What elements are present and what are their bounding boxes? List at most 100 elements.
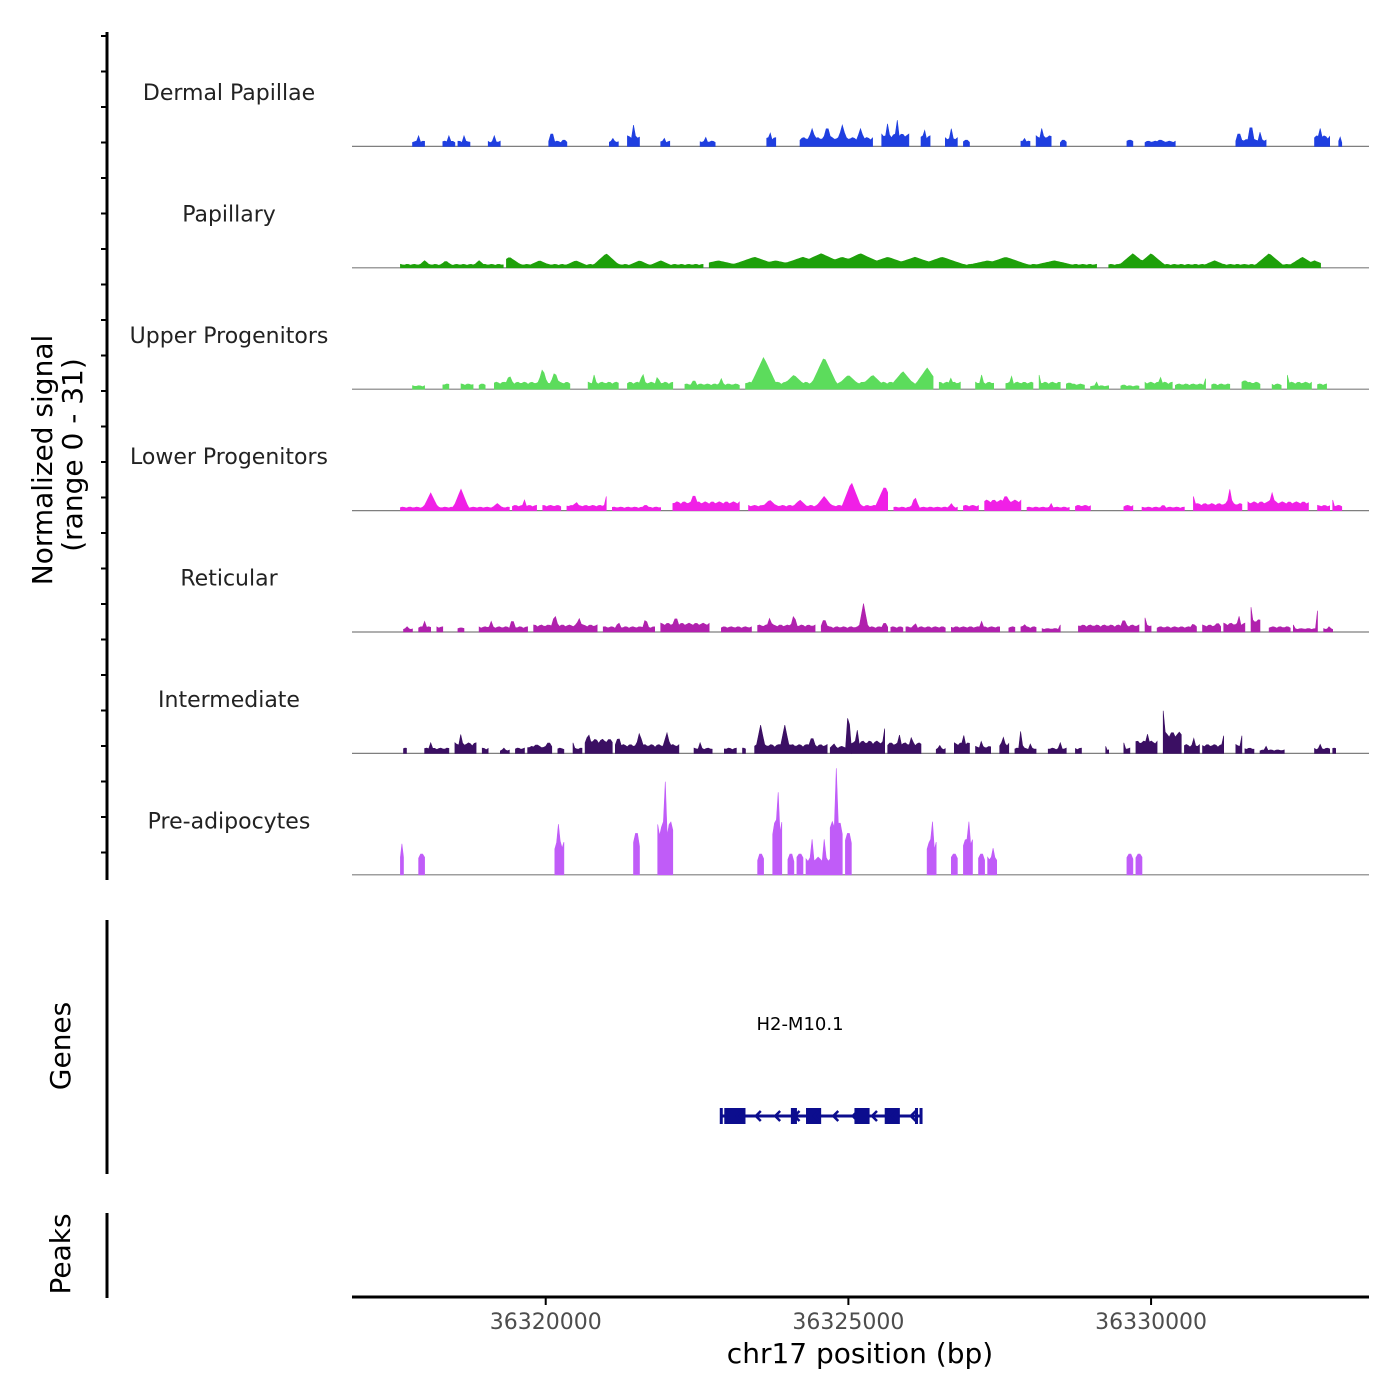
coverage-area	[566, 496, 607, 511]
coverage-area	[757, 616, 816, 633]
strand-arrow	[792, 1110, 801, 1122]
coverage-area	[890, 626, 904, 633]
coverage-area	[796, 853, 804, 876]
coverage-area	[627, 373, 674, 390]
coverage-area	[400, 488, 510, 511]
coverage-area	[1135, 734, 1158, 754]
coverage-area	[1332, 747, 1336, 754]
strand-arrow	[831, 1110, 840, 1122]
coverage-area	[1162, 710, 1182, 754]
coverage-area	[1005, 375, 1034, 390]
coverage-area	[1259, 745, 1285, 754]
coverage-area	[1317, 504, 1330, 511]
strand-arrow	[850, 1110, 859, 1122]
x-tick-label: 36320000	[490, 1310, 602, 1335]
coverage-area	[418, 620, 432, 633]
coverage-area	[851, 728, 886, 754]
strand-arrow	[773, 1110, 782, 1122]
coverage-area	[1014, 731, 1037, 754]
coverage-area	[1332, 499, 1343, 511]
strand-arrow	[908, 1110, 917, 1122]
coverage-area	[920, 129, 931, 147]
coverage-area	[1241, 380, 1261, 390]
coverage-area	[487, 134, 501, 147]
coverage-area	[1020, 137, 1031, 147]
track-label: Reticular	[180, 567, 278, 592]
coverage-area	[938, 377, 961, 390]
coverage-area	[572, 742, 583, 754]
y-axis-label-line2: (range 0 - 31)	[56, 358, 89, 552]
coverage-area	[975, 740, 992, 754]
coverage-area	[1235, 127, 1267, 147]
coverage-area	[1108, 253, 1321, 269]
coverage-area	[660, 618, 710, 633]
coverage-area	[1314, 743, 1330, 754]
coverage-area	[742, 747, 746, 754]
coverage-area	[950, 620, 1001, 633]
coverage-area	[1075, 504, 1091, 511]
coverage-area	[1247, 491, 1309, 511]
coverage-area	[1317, 383, 1327, 390]
coverage-area	[984, 496, 1022, 511]
coverage-area	[499, 747, 510, 754]
coverage-area	[699, 136, 716, 147]
coverage-area	[935, 744, 946, 754]
strand-arrow	[754, 1110, 762, 1122]
coverage-area	[1066, 382, 1085, 390]
coverage-area	[424, 741, 450, 754]
coverage-area	[478, 620, 528, 633]
coverage-area	[478, 383, 486, 390]
coverage-area	[403, 626, 413, 633]
coverage-area	[400, 843, 404, 876]
track-dermal-papillae: Dermal Papillae	[143, 81, 1369, 147]
track-reticular: Reticular	[180, 567, 1369, 633]
coverage-area	[999, 736, 1010, 754]
x-tick-label: 36330000	[1095, 1310, 1207, 1335]
coverage-area	[1235, 735, 1243, 754]
coverage-area	[506, 253, 704, 269]
coverage-area	[611, 505, 662, 511]
track-label: Intermediate	[158, 688, 300, 713]
coverage-area	[542, 504, 562, 511]
coverage-area	[554, 824, 565, 876]
coverage-area	[963, 139, 970, 147]
coverage-area	[963, 821, 973, 876]
coverage-area	[772, 792, 783, 876]
coverage-area	[845, 833, 852, 876]
coverage-area	[1135, 853, 1143, 876]
coverage-area	[587, 374, 619, 390]
coverage-area	[1120, 384, 1140, 390]
coverage-area	[1008, 626, 1016, 633]
coverage-area	[1041, 624, 1061, 633]
coverage-area	[608, 137, 619, 147]
x-tick-label: 36325000	[792, 1310, 904, 1335]
coverage-area	[1126, 139, 1134, 147]
coverage-area	[887, 734, 922, 754]
coverage-area	[975, 374, 995, 390]
strand-arrow	[812, 1110, 820, 1122]
coverage-area	[748, 482, 889, 511]
coverage-area	[926, 821, 937, 876]
coverage-area	[403, 747, 407, 754]
coverage-area	[754, 724, 828, 754]
genes-track-label: Genes	[44, 1002, 77, 1090]
coverage-area	[1202, 735, 1224, 754]
coverage-area	[1144, 376, 1173, 390]
coverage-area	[412, 385, 425, 390]
coverage-area	[442, 134, 456, 147]
coverage-area	[1075, 747, 1082, 754]
coverage-area	[787, 853, 795, 876]
coverage-area	[1078, 620, 1140, 633]
x-axis-label: chr17 position (bp)	[727, 1337, 993, 1370]
coverage-area	[1244, 747, 1255, 754]
coverage-area	[672, 495, 740, 511]
coverage-area	[584, 734, 613, 754]
coverage-area	[1123, 742, 1131, 754]
coverage-area	[1047, 741, 1067, 754]
coverage-area	[1144, 617, 1152, 633]
coverage-area	[1175, 378, 1206, 390]
coverage-area	[953, 735, 970, 754]
coverage-area	[1202, 623, 1221, 633]
coverage-area	[454, 734, 477, 754]
coverage-area	[805, 839, 831, 876]
